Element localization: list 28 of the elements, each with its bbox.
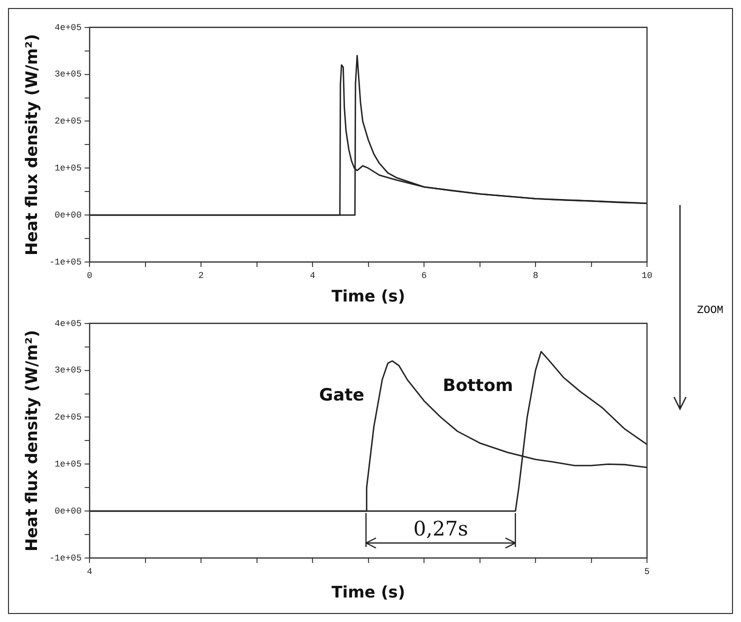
y-tick-label: 3e+05: [54, 366, 82, 376]
y-axis-title: Heat flux density (W/m²): [22, 34, 41, 256]
y-tick-label: 0e+00: [54, 210, 82, 220]
x-tick-label: 4: [310, 270, 316, 281]
y-tick-label: -1e+05: [49, 553, 82, 564]
x-tick-label: 2: [198, 270, 204, 281]
y-tick-label: 4e+05: [54, 22, 82, 33]
y-tick-label: 0e+00: [54, 506, 82, 516]
x-axis-title: Time (s): [331, 582, 406, 602]
series-label: Gate: [319, 385, 364, 406]
y-tick-label: 3e+05: [54, 70, 82, 80]
x-tick-label: 8: [532, 270, 538, 281]
series-label: Bottom: [442, 376, 514, 396]
y-tick-label: 2e+05: [54, 412, 82, 423]
x-tick-label: 0: [86, 270, 92, 281]
x-tick-label: 5: [644, 566, 650, 577]
y-tick-label: 4e+05: [54, 318, 82, 329]
x-tick-label: 4: [86, 566, 92, 577]
x-tick-label: 10: [642, 270, 652, 281]
y-tick-label: -1e+05: [49, 257, 82, 268]
x-tick-label: 6: [421, 270, 427, 281]
y-tick-label: 1e+05: [54, 164, 82, 174]
y-axis-title: Heat flux density (W/m²): [22, 330, 41, 552]
y-tick-label: 2e+05: [54, 116, 82, 127]
x-axis-title: Time (s): [331, 286, 406, 306]
annotation: 0,27s: [413, 516, 468, 540]
y-tick-label: 1e+05: [54, 460, 82, 470]
text: ZOOM: [697, 305, 724, 317]
